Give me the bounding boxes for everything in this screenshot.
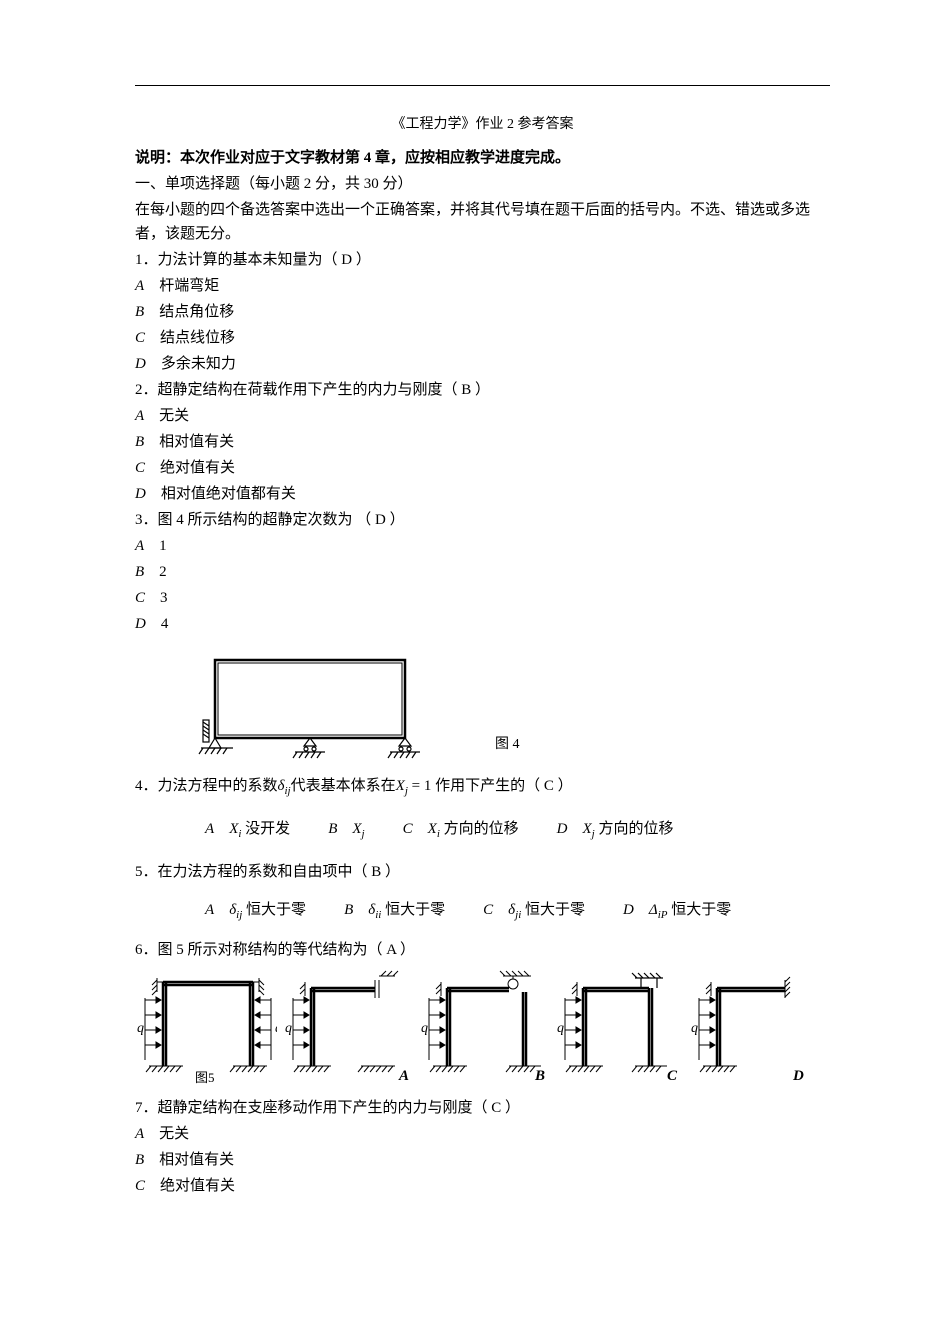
figure-4: 图 4 <box>195 650 830 760</box>
figure-4-caption: 图 4 <box>495 734 520 756</box>
q4-mid1: 代表基本体系在 <box>291 778 396 794</box>
figure-5-main: q q 图5 <box>135 970 277 1088</box>
q5-options: A δij 恒大于零 B δii 恒大于零 C δji 恒大于零 D ΔiP 恒… <box>205 898 830 925</box>
q4-opt-b: B Xj <box>328 817 364 844</box>
q6-stem: 6．图 5 所示对称结构的等代结构为（ A ） <box>135 938 830 962</box>
q4-x: X <box>396 778 405 794</box>
q5-stem: 5．在力法方程的系数和自由项中（ B ） <box>135 860 830 884</box>
opt-letter: D <box>135 356 146 372</box>
q2-opt-d: D 相对值绝对值都有关 <box>135 482 830 506</box>
svg-text:q: q <box>285 1021 292 1036</box>
q4-mid2: = 1 作用下产生的（ C ） <box>408 778 573 794</box>
svg-text:C: C <box>667 1068 678 1084</box>
figure-5-opt-a: q A <box>283 970 413 1088</box>
q3-opt-a: A 1 <box>135 534 830 558</box>
q3-opt-b: B 2 <box>135 560 830 584</box>
q4-delta: δ <box>278 778 285 794</box>
q1-opt-b: B 结点角位移 <box>135 300 830 324</box>
q7-stem: 7．超静定结构在支座移动作用下产生的内力与刚度（ C ） <box>135 1096 830 1120</box>
q5-opt-a: A δij 恒大于零 <box>205 898 306 925</box>
q7-opt-b: B 相对值有关 <box>135 1148 830 1172</box>
q2-opt-b: B 相对值有关 <box>135 430 830 454</box>
figure-5-opt-c: q C <box>555 970 683 1088</box>
figure-5-opt-d: q D <box>689 970 809 1088</box>
opt-letter: A <box>135 278 144 294</box>
section-heading: 一、单项选择题（每小题 2 分，共 30 分） <box>135 172 830 196</box>
q3-opt-c: C 3 <box>135 586 830 610</box>
q5-opt-c: C δji 恒大于零 <box>483 898 585 925</box>
svg-text:q: q <box>421 1021 428 1036</box>
svg-text:A: A <box>398 1068 409 1084</box>
q7-opt-a: A 无关 <box>135 1122 830 1146</box>
q1-stem: 1．力法计算的基本未知量为（ D ） <box>135 248 830 272</box>
q4-opt-a: A Xi 没开发 <box>205 817 290 844</box>
q2-stem: 2．超静定结构在荷载作用下产生的内力与刚度（ B ） <box>135 378 830 402</box>
fig5-label: 图5 <box>195 1070 215 1085</box>
svg-text:q: q <box>691 1021 698 1036</box>
q4-stem: 4．力法方程中的系数δij代表基本体系在Xj = 1 作用下产生的（ C ） <box>135 774 830 801</box>
opt-letter: C <box>135 330 145 346</box>
q1-d-text: 多余未知力 <box>161 356 236 372</box>
q1-a-text: 杆端弯矩 <box>159 278 219 294</box>
section-intro: 在每小题的四个备选答案中选出一个正确答案，并将其代号填在题干后面的括号内。不选、… <box>135 198 830 246</box>
svg-text:B: B <box>534 1068 545 1084</box>
q4-opt-c: C Xi 方向的位移 <box>403 817 519 844</box>
q4-opt-d: D Xj 方向的位移 <box>557 817 674 844</box>
explain-line: 说明：本次作业对应于文字教材第 4 章，应按相应教学进度完成。 <box>135 146 830 170</box>
q2-opt-c: C 绝对值有关 <box>135 456 830 480</box>
q1-opt-a: A 杆端弯矩 <box>135 274 830 298</box>
q5-opt-d: D ΔiP 恒大于零 <box>623 898 731 925</box>
q1-opt-c: C 结点线位移 <box>135 326 830 350</box>
figure-5-opt-b: q B <box>419 970 549 1088</box>
q7-opt-c: C 绝对值有关 <box>135 1174 830 1198</box>
q-label: q <box>137 1021 144 1036</box>
doc-title: 《工程力学》作业 2 参考答案 <box>135 114 830 136</box>
q-label: q <box>275 1021 277 1036</box>
q5-opt-b: B δii 恒大于零 <box>344 898 445 925</box>
q4-prefix: 4．力法方程中的系数 <box>135 778 278 794</box>
top-rule <box>135 85 830 86</box>
q1-opt-d: D 多余未知力 <box>135 352 830 376</box>
q3-stem: 3．图 4 所示结构的超静定次数为 （ D ） <box>135 508 830 532</box>
q1-b-text: 结点角位移 <box>159 304 234 320</box>
q3-opt-d: D 4 <box>135 612 830 636</box>
q4-options: A Xi 没开发 B Xj C Xi 方向的位移 D Xj 方向的位移 <box>205 817 830 844</box>
opt-letter: B <box>135 304 144 320</box>
figure-4-svg <box>195 650 425 760</box>
svg-text:q: q <box>557 1021 564 1036</box>
page: 《工程力学》作业 2 参考答案 说明：本次作业对应于文字教材第 4 章，应按相应… <box>0 0 945 1337</box>
q2-opt-a: A 无关 <box>135 404 830 428</box>
figure-5-row: q q 图5 <box>135 970 830 1088</box>
q1-c-text: 结点线位移 <box>160 330 235 346</box>
svg-text:D: D <box>792 1068 804 1084</box>
